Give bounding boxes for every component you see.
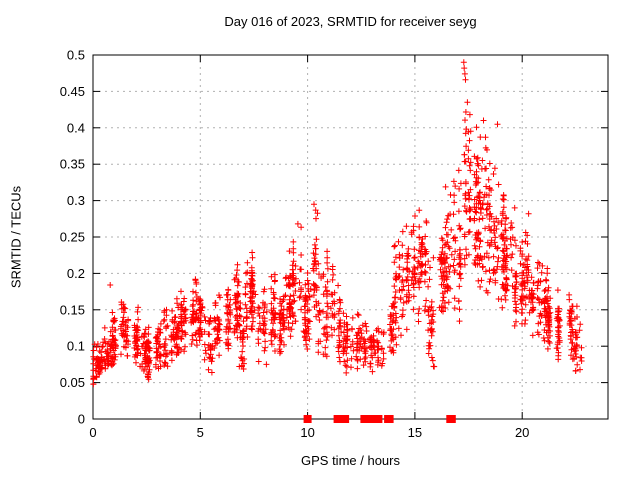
y-tick-label: 0.3 <box>67 193 85 208</box>
y-tick-label: 0.25 <box>60 230 85 245</box>
y-tick-label: 0.2 <box>67 266 85 281</box>
zero-value-marker <box>368 415 377 423</box>
zero-value-marker <box>334 415 343 423</box>
y-tick-label: 0.5 <box>67 48 85 63</box>
x-tick-label: 20 <box>515 425 529 440</box>
zero-value-marker <box>303 415 312 423</box>
plot-border <box>92 54 609 420</box>
y-tick-label: 0.35 <box>60 157 85 172</box>
x-tick-label: 0 <box>89 425 96 440</box>
zero-value-marker <box>341 415 350 423</box>
x-tick-label: 5 <box>197 425 204 440</box>
y-tick-label: 0.45 <box>60 84 85 99</box>
x-tick-label: 10 <box>300 425 314 440</box>
y-tick-label: 0.1 <box>67 339 85 354</box>
scatter-points <box>90 59 585 388</box>
zero-value-marker <box>385 415 394 423</box>
x-tick-label: 15 <box>408 425 422 440</box>
y-tick-label: 0.05 <box>60 375 85 390</box>
y-tick-label: 0.4 <box>67 120 85 135</box>
y-tick-label: 0 <box>78 412 85 427</box>
zero-value-marker <box>447 415 456 423</box>
chart-title: Day 016 of 2023, SRMTID for receiver sey… <box>224 14 477 29</box>
y-tick-label: 0.15 <box>60 302 85 317</box>
x-axis-label: GPS time / hours <box>301 453 400 468</box>
zero-value-marker <box>374 415 383 423</box>
